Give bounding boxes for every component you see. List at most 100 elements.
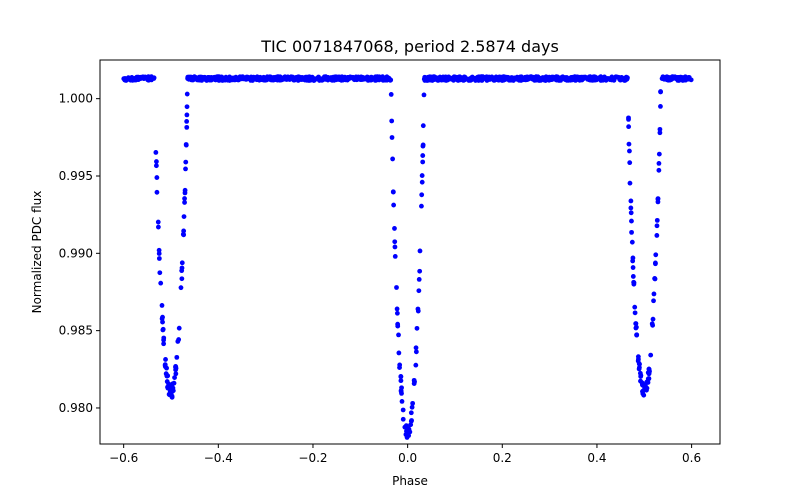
data-point [369,75,375,81]
data-point [658,89,663,95]
x-axis-ticks: −0.6 −0.4 −0.2 0.0 0.2 0.4 0.6 [109,444,701,465]
data-point [389,118,395,124]
data-point [160,327,166,333]
data-point [660,74,666,80]
data-point [548,76,554,82]
y-axis-label: Normalized PDC flux [30,191,44,314]
data-point [527,74,532,80]
data-point [631,281,637,287]
data-point [617,77,623,82]
data-point [629,239,635,245]
data-point [254,75,259,80]
data-point [163,357,168,362]
data-point [644,385,650,391]
y-tick-label: 0.985 [59,324,93,338]
x-tick-label: 0.6 [682,451,701,465]
y-tick-label: 0.995 [59,169,93,183]
data-point [410,400,416,406]
data-point [654,233,660,238]
data-point [173,364,179,370]
data-point [416,277,422,282]
data-point [609,77,615,83]
y-tick-label: 1.000 [59,92,93,106]
data-point [489,75,495,81]
data-point [155,224,161,230]
data-point [630,274,636,279]
data-point [420,153,426,158]
data-point [183,142,189,148]
data-point [246,75,252,81]
data-point [156,256,162,261]
data-point [183,166,188,172]
data-point [420,159,426,165]
data-point [437,75,443,80]
data-point [405,426,411,431]
data-point [176,325,182,331]
data-point [193,75,199,81]
data-point [154,159,159,164]
data-point [409,404,415,410]
data-point [653,260,658,266]
data-point [422,74,428,80]
data-point [506,75,512,81]
data-point [380,74,385,80]
data-point [153,150,159,155]
data-points [121,74,694,440]
data-point [565,76,570,82]
data-point [214,74,220,80]
data-point [462,74,468,80]
data-point [181,232,187,238]
data-point [227,74,232,80]
data-point [651,298,656,304]
data-point [142,74,148,80]
data-point [390,189,396,195]
data-point [390,156,396,162]
data-point [554,77,559,83]
data-point [499,77,505,83]
data-point [646,366,652,372]
data-point [409,418,414,423]
data-point [597,76,603,82]
data-point [233,74,239,80]
data-point [475,74,481,80]
data-point [399,385,404,391]
data-point [580,75,585,81]
data-point [273,77,279,83]
data-point [265,76,271,82]
data-point [571,75,577,81]
y-tick-label: 0.990 [59,246,93,260]
data-point [677,75,682,80]
data-point [398,378,404,384]
data-point [174,354,180,360]
data-point [394,285,399,290]
data-point [413,349,419,355]
data-point [640,389,645,394]
data-point [340,77,346,83]
data-point [656,167,662,173]
data-point [365,74,371,80]
data-point [626,141,632,147]
data-point [627,180,633,186]
data-point [419,173,425,178]
data-point [588,76,594,81]
data-point [654,217,660,223]
data-point [250,77,255,83]
data-point [653,252,659,258]
x-tick-label: 0.4 [587,451,606,465]
data-point [171,380,177,386]
data-point [632,304,638,310]
data-point [416,288,422,294]
data-point [182,187,188,193]
x-axis-label: Phase [392,474,428,488]
data-point [156,247,162,253]
data-point [397,362,403,368]
data-point [672,75,678,81]
data-point [184,112,190,118]
data-point [398,374,404,380]
data-point [652,276,658,282]
data-point [396,332,401,338]
data-point [648,352,654,358]
data-point [420,123,426,129]
data-point [640,382,645,388]
